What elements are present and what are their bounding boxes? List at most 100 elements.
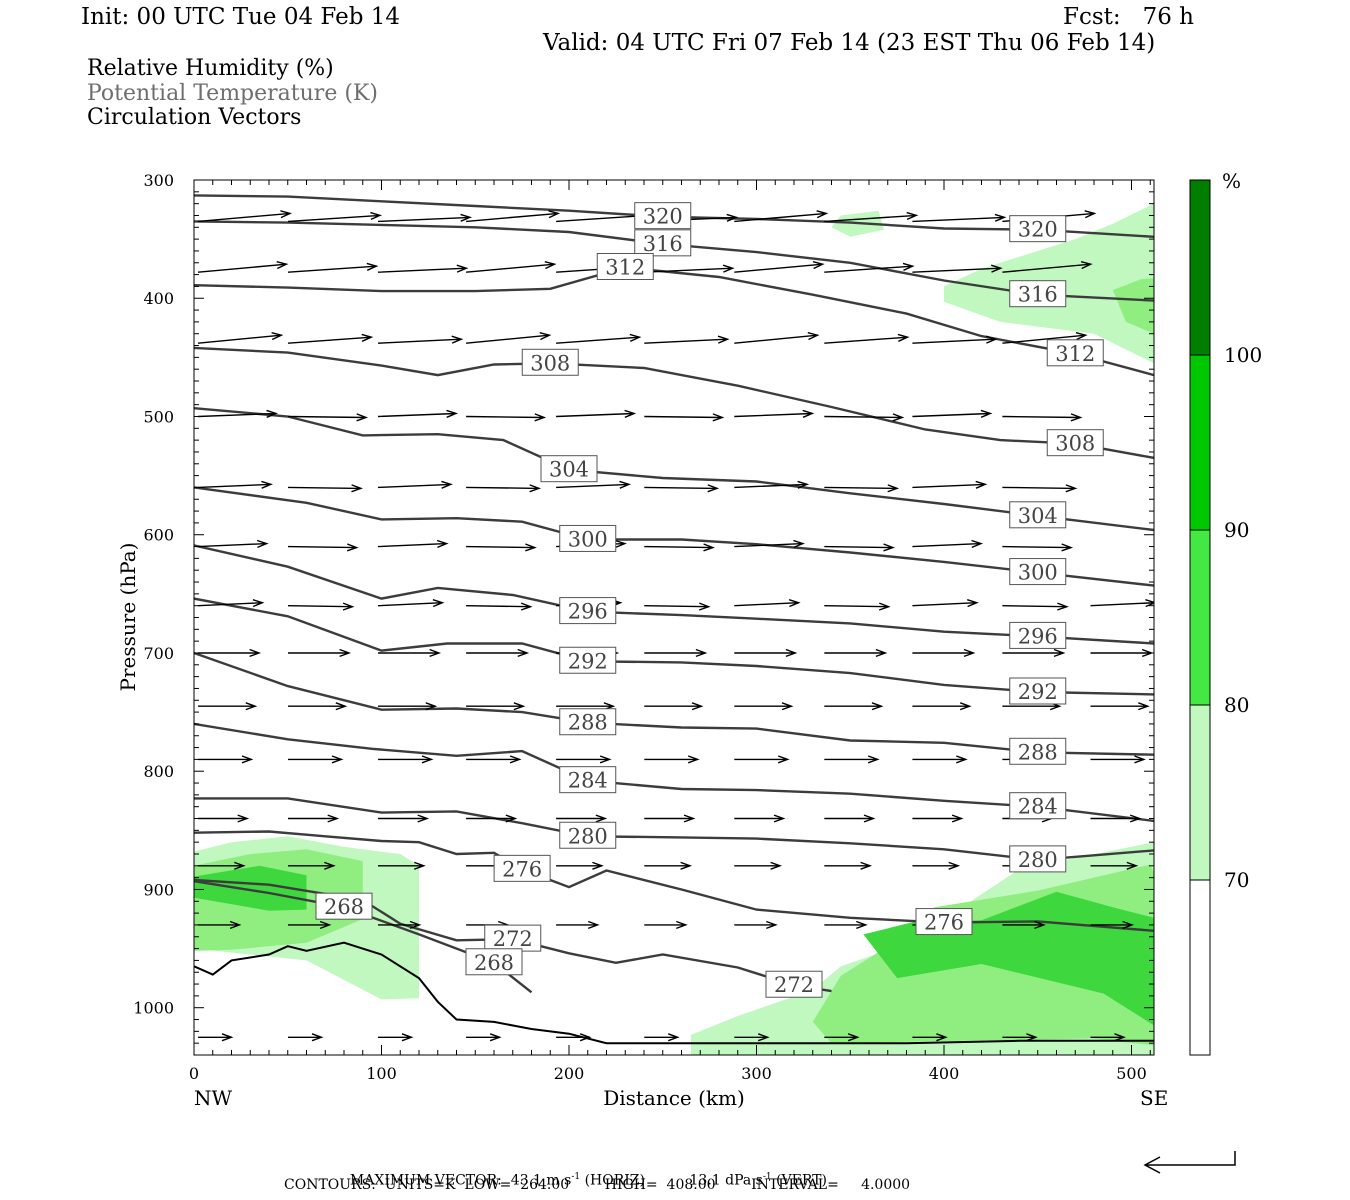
contour-label-text: 280 [568,824,608,848]
vector-12-7 [824,920,868,930]
vector-10-6 [734,814,786,823]
contour-label-320-0: 320 [634,202,692,230]
contour-label-text: 284 [1018,795,1058,819]
vector-10-0 [198,814,250,823]
contour-labels: 3203203163163123123083083043043003002962… [315,202,1104,998]
contour-label-box [1009,558,1067,586]
max-vector-vert-exp: -1 [762,1172,772,1182]
y-tick-label-300: 300 [143,171,174,190]
vector-8-0 [198,702,258,711]
vector-5-3 [466,543,537,552]
vector-2-9 [1002,332,1088,344]
vector-5-0 [197,539,269,549]
vector-7-1 [288,648,352,658]
contour-label-box [1046,429,1104,457]
contour-label-text: 312 [1055,342,1095,366]
contour-label-304-1: 304 [1009,501,1067,529]
vector-11-5 [644,861,693,870]
vector-8-2 [378,702,438,711]
contour-label-text: 300 [1018,561,1058,585]
vector-4-6 [734,480,810,489]
vector-2-0 [197,332,284,344]
vector-1-3 [466,261,557,273]
contour-label-box [540,455,598,483]
valid-time: Valid: 04 UTC Fri 07 Feb 14 (23 EST Thu … [543,30,1156,56]
x-end-right-label: SE [1140,1086,1168,1110]
vector-10-10 [1090,814,1142,823]
contour-label-box [634,202,692,230]
vector-0-2 [377,213,473,223]
contour-label-text: 280 [1018,848,1058,872]
contour-label-text: 296 [568,600,608,624]
vector-11-7 [824,861,873,870]
colorbar-label-70: 70 [1224,868,1249,892]
contour-label-text: 312 [605,256,645,280]
y-tick-label-1000: 1000 [133,999,174,1018]
contour-label-box [1009,677,1067,705]
vector-9-5 [644,755,700,764]
vector-4-1 [287,484,363,493]
terrain-surface [194,941,1154,1045]
vector-2-1 [287,333,374,344]
y-tick-label-500: 500 [143,407,174,426]
contour-label-box [521,348,579,376]
contour-label-box [559,524,617,552]
rh-region-90-2 [194,865,307,911]
contour-label-280-0: 280 [559,821,617,849]
vector-9-4 [556,755,612,764]
contour-label-box [1009,280,1067,308]
max-vector-vert: 13.1 dPa s [689,1172,763,1189]
vector-7-5 [644,648,708,658]
vector-2-4 [556,333,642,344]
contour-label-308-1: 308 [1046,429,1104,457]
contour-label-296-0: 296 [559,597,617,625]
circulation-vectors [197,210,1154,1042]
x-tick-label-200: 200 [554,1064,585,1083]
vector-6-8 [912,599,979,608]
vector-0-7 [824,211,919,223]
vector-5-8 [912,539,984,549]
vector-5-5 [644,543,715,552]
vector-8-1 [288,702,348,711]
vector-13-3 [466,1033,502,1042]
vector-2-2 [377,335,464,344]
contour-label-box [915,908,973,936]
vector-7-8 [912,648,976,658]
vector-13-8 [912,1033,948,1042]
vector-9-6 [734,755,790,764]
vector-13-4 [556,1033,592,1042]
contour-label-288-0: 288 [559,708,617,736]
max-vector-horiz: 43.1 m s [510,1172,572,1189]
vector-11-4 [556,861,604,870]
vector-8-7 [824,702,884,711]
vector-6-2 [377,599,445,608]
vector-12-4 [556,920,600,930]
vector-10-4 [556,814,608,823]
contour-label-box [1009,792,1067,820]
max-vector-label: MAXIMUM VECTOR: [349,1172,502,1189]
vector-12-1 [288,920,332,930]
x-tick-label-0: 0 [189,1064,199,1083]
contour-label-text: 292 [1018,680,1058,704]
vector-12-6 [734,920,778,930]
vector-13-1 [288,1033,324,1042]
vector-7-7 [824,648,888,658]
vector-8-6 [734,702,794,711]
contour-label-text: 272 [774,973,814,997]
contour-label-text: 288 [568,711,608,735]
axes: 0 100 200 300 400 500 300 400 500 600 700 800 900 100… [133,171,1154,1083]
isentropes [194,194,1154,994]
vector-6-5 [644,602,711,611]
vector-4-5 [644,484,720,493]
vector-5-2 [377,539,449,549]
vector-5-1 [287,543,359,552]
vector-11-2 [378,861,426,870]
contour-label-text: 288 [1018,740,1058,764]
colorbar-band-80 [1189,529,1211,706]
vector-1-8 [912,264,1003,273]
contour-label-box [1009,845,1067,873]
vector-4-2 [377,480,453,489]
vector-12-0 [198,920,242,930]
x-end-left-label: NW [194,1086,233,1110]
